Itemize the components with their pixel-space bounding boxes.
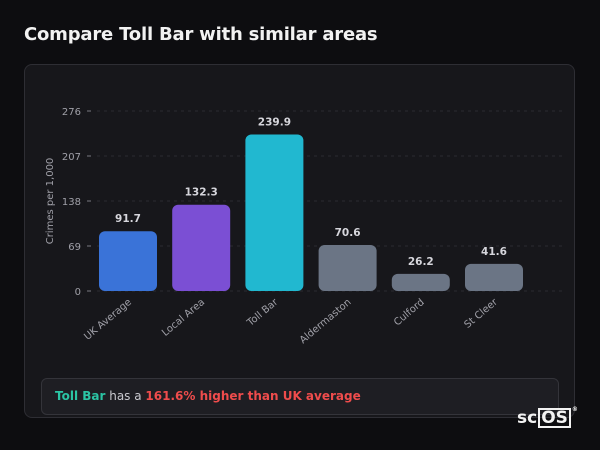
x-tick-label: Culford — [392, 297, 427, 329]
summary-box: Toll Bar has a 161.6% higher than UK ave… — [41, 378, 559, 415]
chart-card: 0 69 138 207 276 Crimes per 1,000 91.7 UK Avera… — [24, 64, 575, 418]
y-tick-label: 0 — [75, 287, 81, 298]
page-title: Compare Toll Bar with similar areas — [24, 24, 378, 45]
bar-culford — [391, 273, 450, 291]
y-tick-label: 69 — [68, 242, 81, 253]
bar-value-label: 26.2 — [408, 256, 434, 268]
bar-st-cleer — [465, 263, 523, 291]
x-tick-label: Aldermaston — [298, 297, 354, 346]
scos-logo: sc OS ® — [517, 406, 578, 428]
summary-area-name: Toll Bar — [55, 389, 106, 403]
y-tick-label: 207 — [62, 152, 81, 163]
summary-difference: 161.6% higher than UK average — [145, 389, 361, 403]
y-tick-label: 276 — [62, 107, 81, 118]
bar-value-label: 70.6 — [335, 227, 361, 239]
bar-local-area — [172, 204, 231, 291]
x-tick-label: UK Average — [82, 297, 134, 343]
logo-prefix: sc — [517, 408, 538, 428]
bar-value-label: 41.6 — [481, 246, 507, 258]
y-axis-label: Crimes per 1,000 — [45, 158, 56, 245]
x-tick-label: Local Area — [160, 297, 207, 339]
bar-aldermaston — [318, 244, 377, 291]
bar-toll-bar — [245, 134, 304, 291]
summary-connector: has a — [105, 389, 146, 403]
bar-value-label: 239.9 — [258, 117, 291, 129]
bar-value-label: 91.7 — [115, 213, 141, 225]
logo-boxed-text: OS — [538, 408, 571, 428]
logo-registered-mark: ® — [571, 406, 578, 413]
x-tick-label: St Cleer — [463, 296, 501, 330]
x-tick-label: Toll Bar — [245, 296, 281, 329]
bar-value-label: 132.3 — [185, 187, 218, 199]
y-tick-label: 138 — [62, 197, 81, 208]
bar-chart: 0 69 138 207 276 Crimes per 1,000 91.7 UK Avera… — [45, 107, 563, 346]
bar-uk-average — [99, 231, 157, 291]
